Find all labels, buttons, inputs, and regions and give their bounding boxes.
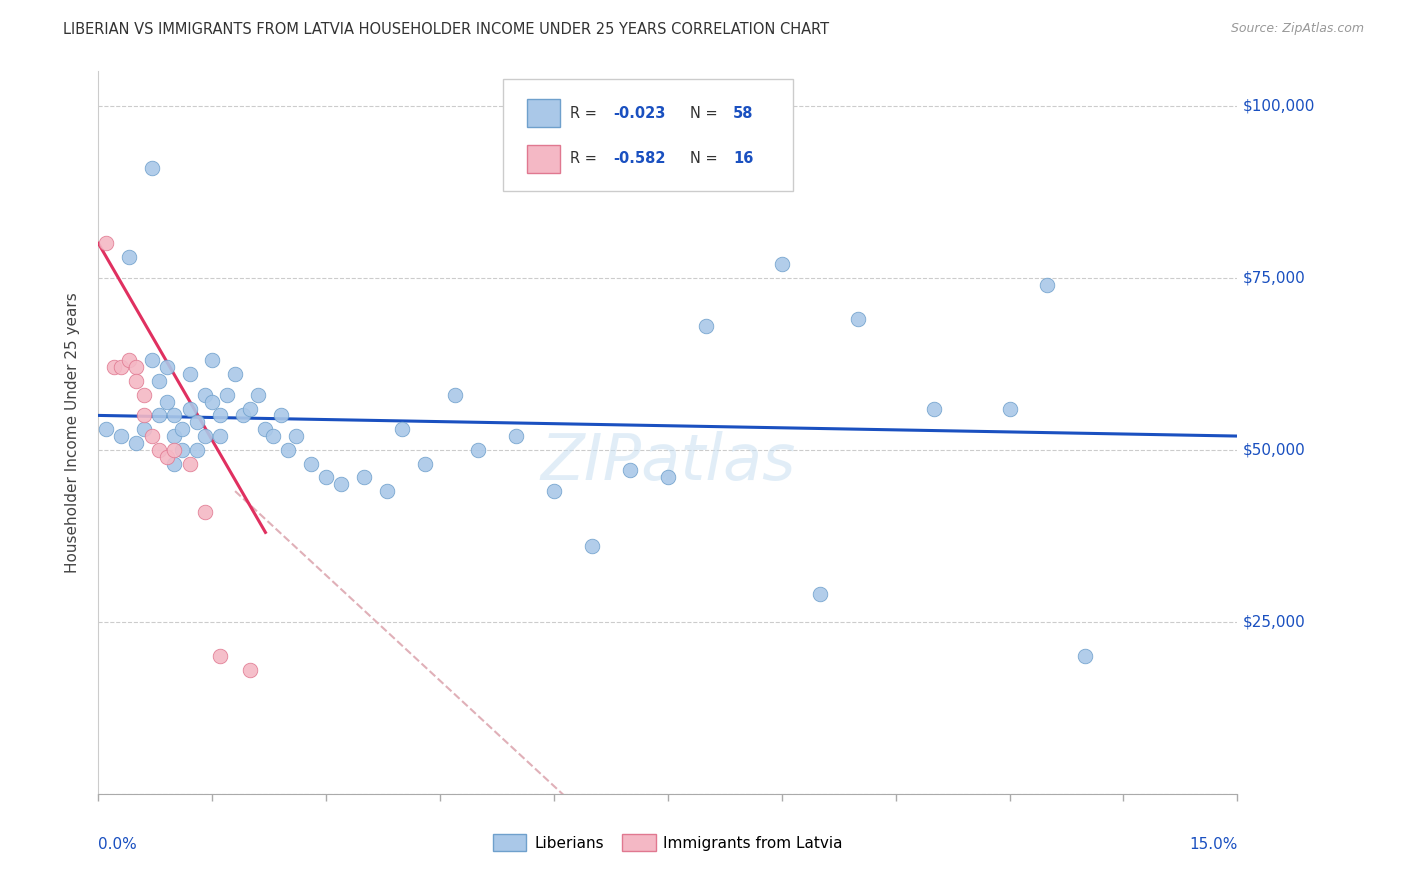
Point <box>94 422 117 436</box>
Point <box>467 442 489 457</box>
Text: $50,000: $50,000 <box>1243 442 1306 458</box>
Text: 0.0%: 0.0% <box>98 838 138 852</box>
Point <box>170 422 193 436</box>
Point <box>581 539 603 553</box>
Point <box>254 422 277 436</box>
Point <box>186 415 208 429</box>
Point <box>179 457 201 471</box>
Point <box>1074 649 1097 664</box>
Point <box>808 587 831 601</box>
Text: N =: N = <box>690 105 723 120</box>
Point <box>170 442 193 457</box>
Text: Source: ZipAtlas.com: Source: ZipAtlas.com <box>1230 22 1364 36</box>
Text: $100,000: $100,000 <box>1243 98 1316 113</box>
Text: 15.0%: 15.0% <box>1189 838 1237 852</box>
Point <box>201 394 224 409</box>
Point <box>208 649 231 664</box>
Text: R =: R = <box>571 152 602 167</box>
FancyBboxPatch shape <box>527 100 560 127</box>
Point <box>543 484 565 499</box>
Point <box>239 401 262 416</box>
Point <box>232 409 254 423</box>
Point <box>695 318 717 333</box>
Point <box>194 388 217 402</box>
Point <box>505 429 527 443</box>
Point <box>391 422 413 436</box>
Point <box>246 388 269 402</box>
Y-axis label: Householder Income Under 25 years: Householder Income Under 25 years <box>65 293 80 573</box>
Text: R =: R = <box>571 105 602 120</box>
Text: $25,000: $25,000 <box>1243 615 1306 630</box>
Point <box>619 463 641 477</box>
Point <box>208 409 231 423</box>
Point <box>922 401 945 416</box>
Point <box>94 236 117 251</box>
Point <box>194 429 217 443</box>
Point <box>125 436 148 450</box>
Point <box>444 388 467 402</box>
Text: 58: 58 <box>733 105 754 120</box>
Point <box>179 401 201 416</box>
Point <box>141 429 163 443</box>
Point <box>179 367 201 381</box>
FancyBboxPatch shape <box>527 145 560 173</box>
Point <box>194 505 217 519</box>
Point <box>148 442 170 457</box>
Point <box>148 374 170 388</box>
Point <box>125 374 148 388</box>
Point <box>118 353 141 368</box>
Point <box>118 250 141 264</box>
Point <box>163 429 186 443</box>
Point <box>224 367 246 381</box>
Point <box>132 409 155 423</box>
Point <box>846 312 869 326</box>
Point <box>110 360 132 375</box>
FancyBboxPatch shape <box>503 78 793 191</box>
Text: 16: 16 <box>733 152 754 167</box>
Point <box>125 360 148 375</box>
Point <box>141 161 163 175</box>
Text: -0.023: -0.023 <box>613 105 666 120</box>
Point <box>208 429 231 443</box>
Point <box>103 360 125 375</box>
Point <box>186 442 208 457</box>
Point <box>156 394 179 409</box>
Point <box>657 470 679 484</box>
Point <box>315 470 337 484</box>
Point <box>262 429 284 443</box>
Point <box>353 470 375 484</box>
Point <box>270 409 292 423</box>
Point <box>163 409 186 423</box>
Point <box>132 422 155 436</box>
Point <box>156 360 179 375</box>
Point <box>375 484 398 499</box>
Point <box>156 450 179 464</box>
Point <box>217 388 239 402</box>
Legend: Liberians, Immigrants from Latvia: Liberians, Immigrants from Latvia <box>494 834 842 851</box>
Point <box>998 401 1021 416</box>
Point <box>284 429 307 443</box>
Point <box>163 442 186 457</box>
Point <box>770 257 793 271</box>
Point <box>163 457 186 471</box>
Point <box>110 429 132 443</box>
Text: -0.582: -0.582 <box>613 152 666 167</box>
Point <box>413 457 436 471</box>
Point <box>330 477 353 491</box>
Point <box>148 409 170 423</box>
Point <box>277 442 299 457</box>
Point <box>1036 277 1059 292</box>
Point <box>201 353 224 368</box>
Point <box>132 388 155 402</box>
Point <box>299 457 322 471</box>
Text: ZIPatlas: ZIPatlas <box>540 431 796 492</box>
Text: $75,000: $75,000 <box>1243 270 1306 285</box>
Text: LIBERIAN VS IMMIGRANTS FROM LATVIA HOUSEHOLDER INCOME UNDER 25 YEARS CORRELATION: LIBERIAN VS IMMIGRANTS FROM LATVIA HOUSE… <box>63 22 830 37</box>
Point <box>239 663 262 677</box>
Point <box>141 353 163 368</box>
Text: N =: N = <box>690 152 723 167</box>
